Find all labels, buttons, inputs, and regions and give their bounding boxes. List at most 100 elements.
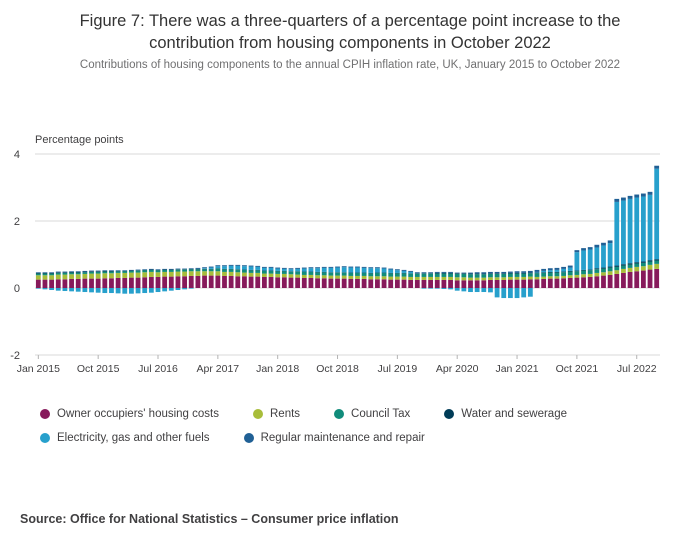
- bar-segment[interactable]: [434, 279, 440, 288]
- bar-segment[interactable]: [335, 278, 340, 288]
- bar-segment[interactable]: [335, 272, 340, 276]
- bar-segment[interactable]: [621, 197, 626, 201]
- bar-segment[interactable]: [328, 267, 334, 273]
- bar-segment[interactable]: [242, 276, 247, 288]
- bar-segment[interactable]: [401, 270, 407, 273]
- bar-segment[interactable]: [135, 277, 141, 288]
- bar-segment[interactable]: [109, 278, 114, 288]
- bar-segment[interactable]: [49, 273, 55, 276]
- bar-segment[interactable]: [355, 267, 360, 273]
- bar-segment[interactable]: [361, 272, 367, 276]
- bar-segment[interactable]: [142, 269, 148, 270]
- bar-segment[interactable]: [614, 270, 620, 274]
- bar-segment[interactable]: [215, 275, 221, 288]
- bar-segment[interactable]: [574, 270, 580, 272]
- bar-segment[interactable]: [89, 271, 94, 272]
- bar-segment[interactable]: [547, 271, 553, 273]
- bar-segment[interactable]: [82, 272, 88, 274]
- bar-segment[interactable]: [547, 270, 553, 272]
- bar-segment[interactable]: [474, 288, 480, 293]
- bar-segment[interactable]: [135, 272, 141, 278]
- bar-segment[interactable]: [295, 277, 301, 288]
- bar-segment[interactable]: [69, 272, 74, 275]
- bar-segment[interactable]: [501, 279, 507, 288]
- bar-segment[interactable]: [335, 266, 340, 268]
- bar-segment[interactable]: [627, 195, 633, 199]
- bar-segment[interactable]: [554, 269, 560, 272]
- bar-segment[interactable]: [188, 269, 194, 272]
- bar-segment[interactable]: [601, 242, 606, 246]
- bar-segment[interactable]: [95, 270, 101, 272]
- bar-segment[interactable]: [574, 271, 580, 275]
- bar-segment[interactable]: [541, 278, 547, 288]
- bar-segment[interactable]: [567, 265, 573, 268]
- bar-segment[interactable]: [508, 288, 513, 299]
- bar-segment[interactable]: [474, 274, 480, 278]
- bar-segment[interactable]: [541, 268, 547, 271]
- bar-segment[interactable]: [109, 270, 114, 272]
- bar-segment[interactable]: [361, 278, 367, 288]
- bar-segment[interactable]: [514, 272, 520, 274]
- bar-segment[interactable]: [129, 288, 134, 294]
- bar-segment[interactable]: [235, 264, 241, 266]
- bar-segment[interactable]: [627, 264, 633, 268]
- bar-segment[interactable]: [35, 275, 41, 280]
- bar-segment[interactable]: [102, 270, 108, 272]
- bar-segment[interactable]: [195, 267, 201, 269]
- bar-segment[interactable]: [461, 277, 467, 281]
- bar-segment[interactable]: [42, 272, 48, 273]
- bar-segment[interactable]: [501, 271, 507, 274]
- bar-segment[interactable]: [634, 262, 640, 264]
- bar-segment[interactable]: [301, 268, 307, 272]
- bar-segment[interactable]: [328, 266, 334, 268]
- bar-segment[interactable]: [614, 198, 620, 202]
- bar-segment[interactable]: [268, 273, 274, 277]
- bar-segment[interactable]: [428, 276, 434, 280]
- bar-segment[interactable]: [501, 288, 507, 299]
- bar-segment[interactable]: [368, 267, 374, 269]
- bar-segment[interactable]: [547, 276, 553, 279]
- bar-segment[interactable]: [508, 272, 513, 274]
- bar-segment[interactable]: [581, 250, 586, 270]
- bar-segment[interactable]: [202, 269, 207, 272]
- bar-segment[interactable]: [594, 268, 600, 270]
- bar-segment[interactable]: [654, 260, 660, 264]
- bar-segment[interactable]: [82, 278, 88, 288]
- bar-segment[interactable]: [461, 273, 467, 274]
- bar-segment[interactable]: [255, 272, 261, 277]
- bar-segment[interactable]: [355, 272, 360, 276]
- bar-segment[interactable]: [95, 288, 101, 293]
- bar-segment[interactable]: [208, 267, 214, 269]
- bar-segment[interactable]: [188, 288, 194, 289]
- bar-segment[interactable]: [640, 196, 646, 262]
- bar-segment[interactable]: [640, 262, 646, 267]
- bar-segment[interactable]: [228, 271, 234, 276]
- bar-segment[interactable]: [454, 272, 460, 274]
- bar-segment[interactable]: [75, 271, 81, 272]
- bar-segment[interactable]: [408, 270, 414, 272]
- bar-segment[interactable]: [647, 260, 653, 262]
- bar-segment[interactable]: [448, 273, 453, 277]
- bar-segment[interactable]: [481, 274, 487, 278]
- bar-segment[interactable]: [414, 276, 420, 280]
- bar-segment[interactable]: [62, 279, 68, 288]
- bar-segment[interactable]: [49, 288, 55, 291]
- bar-segment[interactable]: [481, 277, 487, 281]
- bar-segment[interactable]: [508, 271, 513, 273]
- bar-segment[interactable]: [561, 275, 566, 279]
- bar-segment[interactable]: [255, 265, 261, 267]
- bar-segment[interactable]: [534, 276, 540, 280]
- bar-segment[interactable]: [494, 273, 500, 278]
- bar-segment[interactable]: [381, 279, 387, 288]
- bar-segment[interactable]: [594, 276, 600, 288]
- bar-segment[interactable]: [301, 271, 307, 275]
- bar-segment[interactable]: [581, 274, 586, 278]
- bar-segment[interactable]: [388, 279, 394, 289]
- bar-segment[interactable]: [547, 278, 553, 288]
- bar-segment[interactable]: [168, 288, 174, 291]
- bar-segment[interactable]: [129, 277, 134, 288]
- bar-segment[interactable]: [288, 271, 294, 275]
- bar-segment[interactable]: [89, 270, 94, 272]
- bar-segment[interactable]: [361, 267, 367, 273]
- bar-segment[interactable]: [581, 270, 586, 275]
